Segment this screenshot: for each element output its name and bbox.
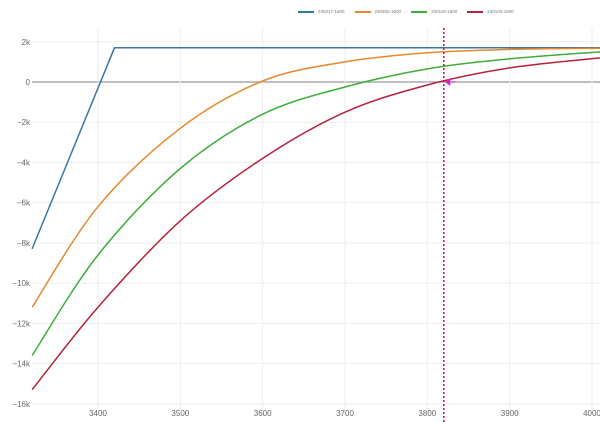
x-tick-label: 3600 xyxy=(254,409,272,418)
y-tick-label: −14k xyxy=(12,360,31,369)
legend-swatch-icon xyxy=(411,10,428,13)
x-tick-label: 4000 xyxy=(583,409,600,418)
y-tick-label: −6k xyxy=(17,199,31,208)
y-axis: 2k 0 −2k −4k −6k −8k −10k −12k −14k −16k xyxy=(12,38,31,409)
series-lines xyxy=(31,47,600,391)
y-tick-label: −2k xyxy=(17,118,31,127)
legend-item[interactable]: 230118-1600 xyxy=(411,9,457,14)
series-line[interactable] xyxy=(31,51,600,356)
x-tick-label: 3400 xyxy=(89,409,107,418)
annotations xyxy=(443,28,456,422)
legend-swatch-icon xyxy=(298,10,314,13)
series-line[interactable] xyxy=(31,57,600,391)
x-tick-label: 3900 xyxy=(501,409,519,418)
y-tick-label: −8k xyxy=(17,239,31,248)
x-tick-label: 3500 xyxy=(171,409,189,418)
x-tick-label: 3800 xyxy=(418,409,436,418)
chart-legend: 230217-1600 230202-1600 230118-1600 2301… xyxy=(298,9,514,14)
series-line[interactable] xyxy=(31,47,600,308)
arrow-marker-icon xyxy=(444,78,456,86)
x-tick-label: 3700 xyxy=(336,409,354,418)
legend-item[interactable]: 230202-1600 xyxy=(354,9,402,14)
y-tick-label: 2k xyxy=(22,38,31,47)
legend-label: 230202-1600 xyxy=(374,9,402,14)
legend-label: 230118-1600 xyxy=(431,9,458,14)
series-line[interactable] xyxy=(31,47,600,250)
y-tick-label: −4k xyxy=(17,158,31,167)
y-tick-label: 0 xyxy=(26,78,31,87)
y-tick-label: −16k xyxy=(12,400,31,409)
legend-swatch-icon xyxy=(467,10,484,13)
legend-label: 230217-1600 xyxy=(318,9,345,14)
y-tick-label: −12k xyxy=(12,319,31,328)
y-tick-label: −10k xyxy=(12,279,31,288)
grid-lines xyxy=(32,28,600,410)
legend-label: 230103-1500 xyxy=(487,9,514,14)
legend-item[interactable]: 230217-1600 xyxy=(298,9,345,14)
legend-swatch-icon xyxy=(354,10,371,13)
legend-item[interactable]: 230103-1500 xyxy=(467,9,514,14)
x-axis: 3400 3500 3600 3700 3800 3900 4000 xyxy=(89,409,600,418)
